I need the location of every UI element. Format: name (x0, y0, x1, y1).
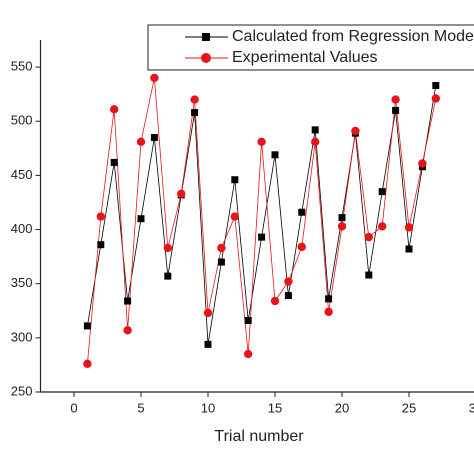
marker (257, 137, 266, 147)
marker (204, 340, 212, 348)
marker (137, 215, 145, 223)
y-tick-label: 350 (11, 275, 33, 290)
marker (391, 95, 400, 104)
marker (124, 297, 132, 305)
x-tick-label: 15 (268, 400, 282, 415)
marker (191, 109, 199, 117)
marker (337, 222, 347, 231)
legend-box (147, 24, 474, 71)
marker (418, 159, 427, 168)
x-axis-label: Trial number (214, 428, 304, 445)
marker (364, 232, 373, 242)
marker (164, 272, 172, 280)
legend-label: Calculated from Regression Model (232, 28, 474, 45)
marker (405, 245, 413, 253)
marker (97, 241, 105, 249)
legend-marker (202, 33, 210, 41)
marker (284, 292, 292, 300)
marker (284, 277, 293, 286)
marker (297, 242, 306, 252)
marker (311, 137, 320, 147)
marker (177, 189, 186, 198)
marker (270, 296, 280, 306)
marker (338, 214, 346, 222)
marker (311, 126, 319, 134)
marker (203, 308, 213, 318)
marker (217, 258, 225, 266)
x-tick-label: 5 (137, 400, 144, 415)
marker (136, 137, 146, 147)
y-tick-label: 500 (11, 113, 33, 128)
y-tick-label: 250 (11, 383, 33, 398)
marker (244, 349, 253, 359)
marker (271, 151, 279, 159)
marker (230, 212, 239, 221)
y-tick-label: 300 (11, 329, 33, 344)
marker (217, 243, 226, 253)
marker (378, 188, 386, 196)
x-tick-label: 25 (402, 400, 416, 415)
y-tick-label: 550 (11, 59, 33, 74)
marker (83, 359, 92, 369)
marker (83, 322, 91, 330)
marker (351, 126, 360, 136)
marker (163, 243, 172, 253)
marker (231, 176, 239, 184)
legend-label: Experimental Values (232, 49, 378, 66)
marker (96, 212, 106, 221)
y-tick-label: 400 (11, 221, 33, 236)
marker (431, 94, 440, 103)
marker (110, 105, 119, 114)
x-tick-label: 30 (469, 400, 474, 415)
marker (150, 73, 159, 83)
x-tick-label: 20 (335, 400, 349, 415)
marker (378, 222, 387, 231)
legend-marker (201, 53, 211, 63)
marker (110, 158, 118, 166)
marker (244, 317, 252, 325)
marker (432, 81, 440, 89)
marker (150, 133, 158, 141)
marker (298, 208, 306, 216)
marker (190, 95, 199, 104)
x-tick-label: 0 (70, 400, 77, 415)
marker (324, 307, 333, 317)
marker (404, 223, 414, 232)
marker (258, 233, 266, 241)
marker (365, 271, 373, 279)
x-tick-label: 10 (201, 400, 215, 415)
marker (123, 326, 132, 335)
marker (392, 106, 400, 114)
y-tick-label: 450 (11, 167, 33, 182)
marker (325, 295, 333, 303)
